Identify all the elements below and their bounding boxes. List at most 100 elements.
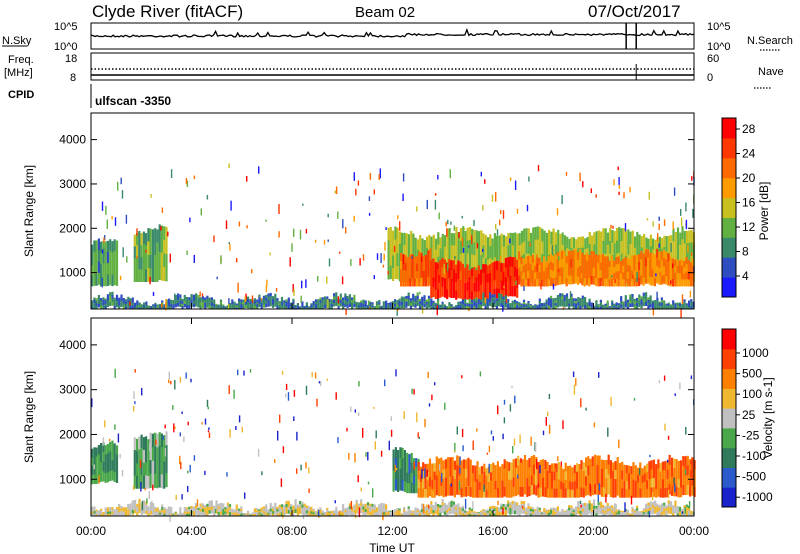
heatmap-cell — [422, 488, 425, 498]
heatmap-speckle — [305, 462, 307, 469]
heatmap-cell — [418, 277, 421, 287]
heatmap-cell — [654, 306, 657, 310]
heatmap-cell — [403, 509, 406, 512]
heatmap-cell — [373, 512, 376, 516]
heatmap-cell — [476, 479, 479, 489]
heatmap-cell — [170, 304, 173, 308]
heatmap-cell — [397, 460, 400, 472]
heatmap-cell — [600, 459, 603, 470]
heatmap-cell — [563, 267, 566, 276]
heatmap-cell — [455, 227, 458, 241]
heatmap-cell — [240, 513, 243, 517]
heatmap-cell — [258, 300, 261, 305]
heatmap-cell — [574, 274, 577, 284]
heatmap-cell — [637, 482, 640, 491]
heatmap-cell — [389, 303, 392, 307]
heatmap-cell — [520, 507, 523, 511]
heatmap-speckle — [539, 464, 541, 474]
colorbar-swatch — [722, 368, 736, 389]
heatmap-cell — [639, 471, 642, 481]
heatmap-cell — [538, 301, 541, 305]
heatmap-cell — [290, 504, 293, 508]
heatmap-cell — [459, 307, 462, 310]
heatmap-cell — [360, 509, 363, 514]
noise-strip-frame — [90, 22, 695, 50]
heatmap-cell — [199, 299, 202, 304]
heatmap-cell — [500, 280, 503, 291]
heatmap-cell — [371, 509, 374, 513]
heatmap-cell — [328, 513, 331, 516]
heatmap-cell — [274, 296, 277, 301]
heatmap-speckle — [684, 507, 686, 514]
heatmap-cell — [588, 244, 591, 257]
heatmap-cell — [385, 512, 388, 516]
heatmap-cell — [572, 514, 575, 517]
heatmap-cell — [260, 300, 263, 304]
heatmap-cell — [662, 266, 665, 276]
heatmap-cell — [516, 511, 519, 515]
heatmap-cell — [482, 299, 485, 303]
heatmap-cell — [432, 300, 435, 304]
heatmap-cell — [594, 464, 597, 475]
heatmap-cell — [375, 507, 379, 510]
heatmap-cell — [414, 301, 417, 305]
heatmap-speckle — [170, 169, 173, 178]
heatmap-cell — [501, 464, 504, 473]
heatmap-cell — [280, 506, 284, 511]
heatmap-cell — [446, 512, 449, 516]
heatmap-cell — [594, 474, 597, 485]
heatmap-cell — [455, 509, 458, 513]
heatmap-cell — [613, 260, 616, 268]
heatmap-cell — [636, 298, 639, 302]
heatmap-cell — [572, 510, 575, 513]
heatmap-cell — [638, 277, 641, 287]
heatmap-cell — [127, 512, 130, 516]
heatmap-cell — [617, 303, 621, 306]
heatmap-cell — [475, 230, 478, 244]
heatmap-cell — [685, 512, 688, 516]
heatmap-cell — [519, 487, 522, 497]
heatmap-cell — [197, 294, 200, 299]
heatmap-cell — [518, 267, 521, 277]
heatmap-cell — [491, 280, 494, 291]
heatmap-cell — [626, 257, 629, 266]
heatmap-cell — [564, 488, 567, 498]
heatmap-cell — [665, 510, 668, 514]
heatmap-cell — [545, 514, 548, 517]
heatmap-cell — [102, 252, 105, 264]
heatmap-cell — [228, 504, 232, 508]
heatmap-cell — [631, 509, 634, 512]
heatmap-cell — [502, 304, 505, 309]
heatmap-cell — [267, 512, 270, 515]
heatmap-cell — [192, 508, 195, 512]
heatmap-speckle — [385, 227, 387, 230]
heatmap-cell — [534, 512, 537, 515]
heatmap-cell — [485, 482, 488, 491]
heatmap-cell — [450, 510, 453, 514]
heatmap-speckle — [236, 258, 238, 263]
heatmap-cell — [414, 304, 417, 308]
heatmap-cell — [624, 264, 627, 273]
heatmap-cell — [547, 305, 550, 309]
heatmap-cell — [348, 508, 351, 513]
heatmap-cell — [154, 228, 157, 242]
heatmap-cell — [690, 304, 693, 307]
heatmap-cell — [653, 254, 656, 263]
heatmap-speckle — [104, 420, 106, 428]
heatmap-cell — [626, 512, 630, 515]
heatmap-cell — [591, 466, 594, 477]
heatmap-cell — [115, 511, 119, 515]
heatmap-cell — [405, 245, 408, 258]
heatmap-cell — [224, 511, 227, 515]
heatmap-cell — [351, 297, 354, 301]
heatmap-speckle — [341, 276, 344, 285]
heatmap-speckle — [558, 256, 560, 261]
heatmap-cell — [641, 482, 644, 491]
heatmap-cell — [206, 509, 209, 513]
heatmap-speckle — [421, 256, 423, 263]
heatmap-cell — [412, 303, 415, 307]
heatmap-cell — [525, 513, 528, 517]
heatmap-speckle — [618, 177, 620, 186]
heatmap-speckle — [318, 381, 321, 384]
heatmap-cell — [231, 301, 234, 305]
